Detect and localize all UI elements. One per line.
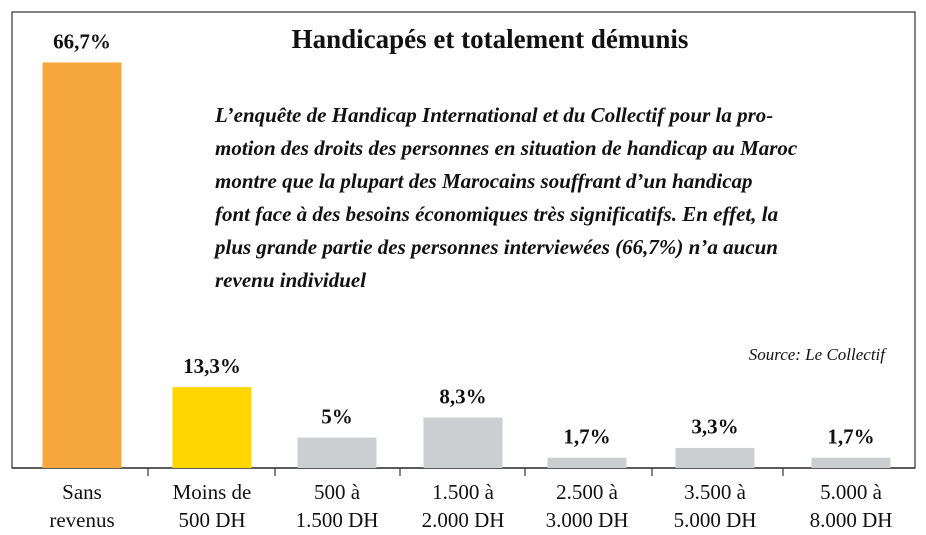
value-label: 8,3% xyxy=(439,384,486,408)
bar xyxy=(547,457,627,468)
subtitle-line: plus grande partie des personnes intervi… xyxy=(213,235,778,259)
subtitle-line: revenu individuel xyxy=(215,268,366,292)
bar xyxy=(297,437,377,468)
bar xyxy=(42,62,122,469)
x-tick-label: 8.000 DH xyxy=(810,508,893,532)
subtitle-line: motion des droits des personnes en situa… xyxy=(215,136,798,160)
x-tick-label: 500 à xyxy=(314,480,361,504)
x-tick-label: Moins de xyxy=(173,480,252,504)
x-tick-label: 3.500 à xyxy=(684,480,747,504)
bar xyxy=(423,417,503,468)
value-label: 13,3% xyxy=(183,354,241,378)
bar xyxy=(675,447,755,468)
chart-title: Handicapés et totalement démunis xyxy=(292,24,689,54)
x-tick-label: 3.000 DH xyxy=(546,508,629,532)
subtitle-line: font face à des besoins économiques très… xyxy=(215,202,778,226)
x-tick-label: 2.000 DH xyxy=(422,508,505,532)
bar xyxy=(172,387,252,468)
bar xyxy=(811,457,891,468)
value-label: 3,3% xyxy=(691,415,738,439)
x-tick-label: revenus xyxy=(49,508,114,532)
source: Source: Le Collectif xyxy=(749,345,888,364)
x-tick-label: 1.500 DH xyxy=(296,508,379,532)
x-tick-label: 500 DH xyxy=(178,508,245,532)
x-tick-label: 1.500 à xyxy=(432,480,495,504)
value-label: 66,7% xyxy=(53,29,111,53)
subtitle-line: L’enquête de Handicap International et d… xyxy=(214,103,773,127)
value-label: 5% xyxy=(321,404,353,428)
x-tick-label: 5.000 à xyxy=(820,480,883,504)
x-tick-label: 5.000 DH xyxy=(674,508,757,532)
value-label: 1,7% xyxy=(827,424,874,448)
x-tick-label: Sans xyxy=(62,480,102,504)
value-label: 1,7% xyxy=(563,424,610,448)
x-tick-label: 2.500 à xyxy=(556,480,619,504)
subtitle-line: montre que la plupart des Marocains souf… xyxy=(215,169,753,193)
